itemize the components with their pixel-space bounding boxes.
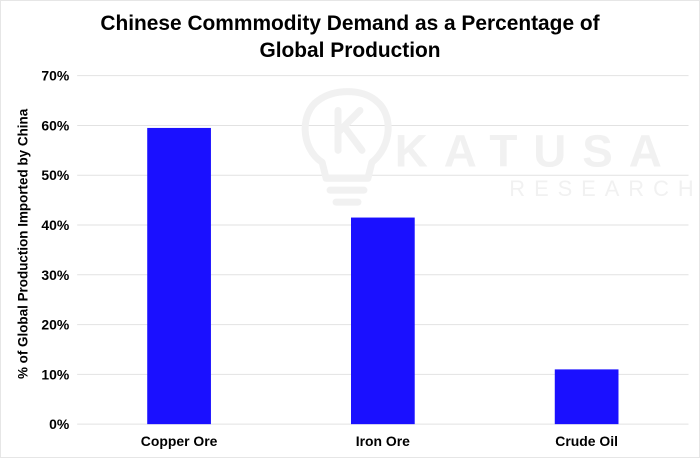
watermark-line-1: KATUSA bbox=[395, 125, 678, 176]
y-tick-label: 40% bbox=[41, 217, 69, 233]
bar-copper-ore bbox=[147, 127, 211, 425]
katusa-watermark: KATUSA RESEARCH bbox=[301, 88, 700, 206]
y-tick-label: 0% bbox=[49, 416, 70, 432]
x-tick-labels: Copper Ore Iron Ore Crude Oil bbox=[141, 433, 618, 449]
y-axis-label: % of Global Production Imported by China bbox=[15, 108, 30, 379]
chart-title-line-2: Global Production bbox=[259, 39, 440, 62]
y-tick-label: 50% bbox=[41, 167, 69, 183]
bar-iron-ore bbox=[350, 217, 415, 425]
y-tick-label: 30% bbox=[41, 267, 69, 283]
y-tick-label: 60% bbox=[41, 117, 69, 133]
watermark-line-2: RESEARCH bbox=[509, 176, 700, 201]
bars bbox=[147, 127, 619, 425]
lightbulb-k-icon bbox=[301, 88, 392, 206]
x-tick-label: Copper Ore bbox=[141, 433, 218, 449]
x-tick-label: Iron Ore bbox=[356, 433, 410, 449]
x-tick-label: Crude Oil bbox=[555, 433, 618, 449]
y-tick-label: 70% bbox=[41, 68, 69, 84]
y-tick-labels: 0% 10% 20% 30% 40% 50% 60% 70% bbox=[41, 68, 69, 432]
y-tick-label: 10% bbox=[41, 366, 69, 382]
y-tick-label: 20% bbox=[41, 317, 69, 333]
chart-title-line-1: Chinese Commmodity Demand as a Percentag… bbox=[100, 12, 599, 35]
bar-crude-oil bbox=[554, 369, 619, 425]
